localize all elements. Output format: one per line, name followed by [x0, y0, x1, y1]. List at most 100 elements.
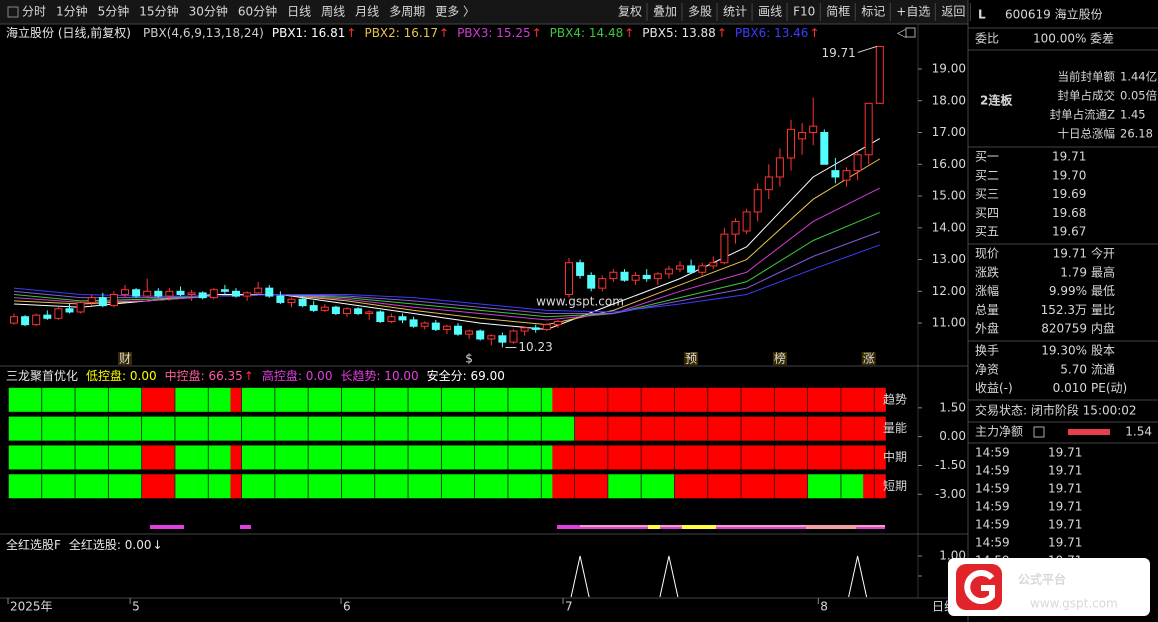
signal-cell — [374, 445, 387, 470]
label: 内盘 — [1091, 321, 1115, 336]
period-tab[interactable]: 月线 — [355, 5, 379, 19]
period-tab[interactable]: 更多 〉 — [435, 5, 475, 19]
signal-cell — [563, 474, 576, 499]
legend-arrow: ↑ — [717, 26, 727, 40]
period-tab[interactable]: 30分钟 — [189, 4, 228, 19]
signal-cell — [763, 387, 775, 412]
signal-cell — [774, 445, 786, 470]
tool-button[interactable]: +自选 — [896, 5, 930, 19]
signal-cell — [441, 387, 453, 412]
watermark: www.gspt.com — [536, 295, 624, 309]
signal-cell — [52, 445, 65, 470]
period-tab[interactable]: 5分钟 — [98, 4, 130, 19]
signal-cell — [552, 416, 564, 441]
marker-box — [684, 352, 699, 365]
stat-value: 19.30% — [1041, 344, 1087, 358]
signal-cell — [519, 416, 531, 441]
signal-cell — [30, 387, 43, 412]
signal-cell — [752, 416, 764, 441]
period-tab[interactable]: 1分钟 — [56, 4, 88, 19]
date-label: 5 — [132, 600, 140, 614]
signal-cell — [41, 416, 54, 441]
tool-button[interactable]: 统计 — [723, 5, 747, 19]
flow-value: 1.54 — [1125, 425, 1152, 439]
trade-price: 19.71 — [1048, 518, 1082, 532]
signal-cell — [330, 416, 342, 441]
tool-button[interactable]: 简框 — [826, 5, 850, 19]
signal-cell — [297, 474, 309, 499]
candle-body — [742, 211, 751, 232]
period-tab[interactable]: 周线 — [321, 5, 345, 19]
signal-cell — [63, 445, 76, 470]
signal-cell — [97, 416, 109, 441]
signal-cell — [496, 387, 509, 412]
signal-cell — [530, 387, 542, 412]
signal-cell — [741, 416, 753, 441]
bid-price: 19.69 — [1052, 187, 1086, 201]
candle-body — [431, 322, 440, 330]
signal-cell — [574, 416, 587, 441]
period-tab[interactable]: 15分钟 — [139, 4, 178, 19]
tool-button[interactable]: 复权 — [618, 5, 642, 19]
panel-icon[interactable] — [905, 27, 916, 38]
signal-cell — [408, 416, 420, 441]
bid-label: 买二 — [975, 168, 999, 182]
trade-price: 19.71 — [1048, 536, 1082, 550]
signal-cell — [630, 387, 642, 412]
signal-cell — [319, 445, 331, 470]
label: 涨跌 — [975, 264, 999, 279]
signal-cell — [485, 474, 498, 499]
signal-cell — [585, 474, 598, 499]
signal-cell — [308, 474, 320, 499]
signal-cell — [874, 416, 886, 441]
row-label: 量能 — [883, 421, 907, 435]
period-tab[interactable]: 多周期 — [389, 5, 425, 19]
candle-body — [587, 274, 596, 289]
signal-cell — [452, 445, 465, 470]
logo-name: 公式平台 — [1018, 572, 1066, 587]
signal-cell — [829, 474, 842, 499]
panel-icon[interactable]: ◁ — [896, 26, 906, 40]
tool-button[interactable]: 返回 — [941, 5, 965, 19]
tool-button[interactable]: 多股 — [688, 5, 712, 19]
signal-cell — [86, 474, 98, 499]
signal-cell — [607, 445, 620, 470]
tool-button[interactable]: 画线 — [758, 5, 782, 19]
signal-cell — [707, 474, 720, 499]
candle-body — [687, 265, 696, 273]
candle-body — [853, 154, 862, 172]
signal-cell — [308, 387, 320, 412]
signal-cell — [308, 416, 320, 441]
legend-entry: PBX2: 16.17 — [364, 26, 438, 40]
stat-value: 1.79 — [1060, 265, 1087, 279]
tool-button[interactable]: 叠加 — [653, 5, 677, 19]
period-tab[interactable]: 日线 — [287, 5, 311, 19]
trade-price: 19.71 — [1048, 482, 1082, 496]
signal-cell — [685, 474, 698, 499]
period-tab[interactable]: 60分钟 — [238, 4, 277, 19]
period-tab[interactable]: 分时 — [22, 5, 46, 19]
signal-cell — [197, 474, 209, 499]
candle-body — [875, 45, 884, 104]
signal-cell — [330, 387, 342, 412]
flow-icon[interactable] — [1033, 426, 1045, 438]
indicator-name: PBX(4,6,9,13,18,24) — [143, 26, 264, 40]
tool-button[interactable]: F10 — [793, 5, 815, 19]
date-label: 2025年 — [10, 600, 53, 614]
candle-body — [87, 297, 96, 303]
candle-body — [10, 316, 18, 324]
legend-arrow: ↑ — [809, 26, 819, 40]
candle-body — [298, 298, 307, 307]
candle-body — [387, 316, 396, 322]
signal-cell — [618, 416, 631, 441]
marker-box — [772, 352, 787, 365]
candle-body — [209, 289, 218, 299]
label: 今开 — [1091, 246, 1115, 261]
signal-cell — [507, 474, 520, 499]
candle-body — [609, 271, 618, 280]
signal-cell — [574, 445, 587, 470]
signal-cell — [163, 474, 176, 499]
signal-cell — [763, 474, 775, 499]
tool-button[interactable]: 标记 — [861, 5, 885, 19]
signal-cell — [263, 474, 276, 499]
